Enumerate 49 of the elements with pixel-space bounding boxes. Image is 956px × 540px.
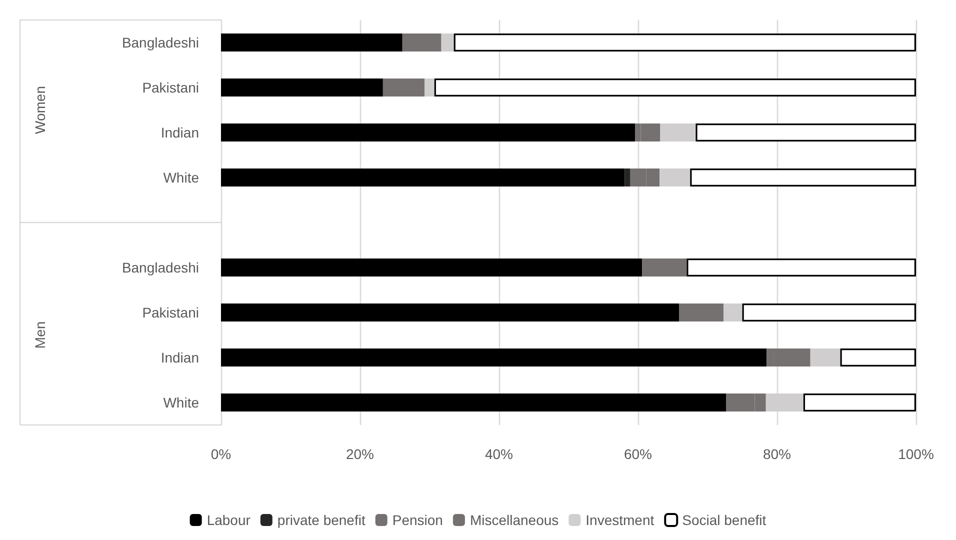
bar [221,34,402,52]
bar [686,258,916,276]
legend-label: Labour [206,512,251,528]
bar [434,78,916,96]
x-tick-label: 100% [898,446,934,462]
bar [221,78,383,96]
bar [690,168,916,186]
legend-label: Social benefit [682,512,766,528]
bar [624,168,630,186]
x-tick-label: 60% [624,446,652,462]
y-tick-label: Indian [160,350,199,366]
bar [221,168,625,186]
x-tick-label: 20% [346,446,374,462]
bar [742,304,916,322]
bar [840,348,916,366]
bar [723,304,742,322]
bar [810,348,840,366]
text: Men [32,321,48,349]
bar [221,258,642,276]
y-tick-label: White [163,394,200,410]
bar [660,124,696,142]
bar [803,394,916,412]
bar [382,78,425,96]
legend-label: Investment [586,512,654,528]
bar [642,258,687,276]
legend-label: Pension [392,512,443,528]
bar [221,304,680,322]
bar [454,34,916,52]
bar [660,168,690,186]
bar [679,304,724,322]
bar [402,34,442,52]
bar [424,78,434,96]
legend-label: Miscellaneous [470,512,559,528]
bar [696,124,916,142]
x-tick-label: 80% [762,446,792,462]
y-tick-label: White [163,170,200,186]
x-tick-label: 0% [210,446,232,462]
y-tick-label: Bangladeshi [122,260,199,276]
legend-label: private benefit [277,512,366,528]
y-tick-label: Pakistani [142,80,199,96]
text: Women [32,86,48,134]
x-tick-label: 40% [484,446,514,462]
bar [221,348,767,366]
bar [221,394,726,412]
y-tick-label: Pakistani [142,304,199,320]
y-tick-label: Indian [160,124,199,140]
bar [221,124,636,142]
bar [441,34,454,52]
y-tick-label: Bangladeshi [122,34,199,50]
